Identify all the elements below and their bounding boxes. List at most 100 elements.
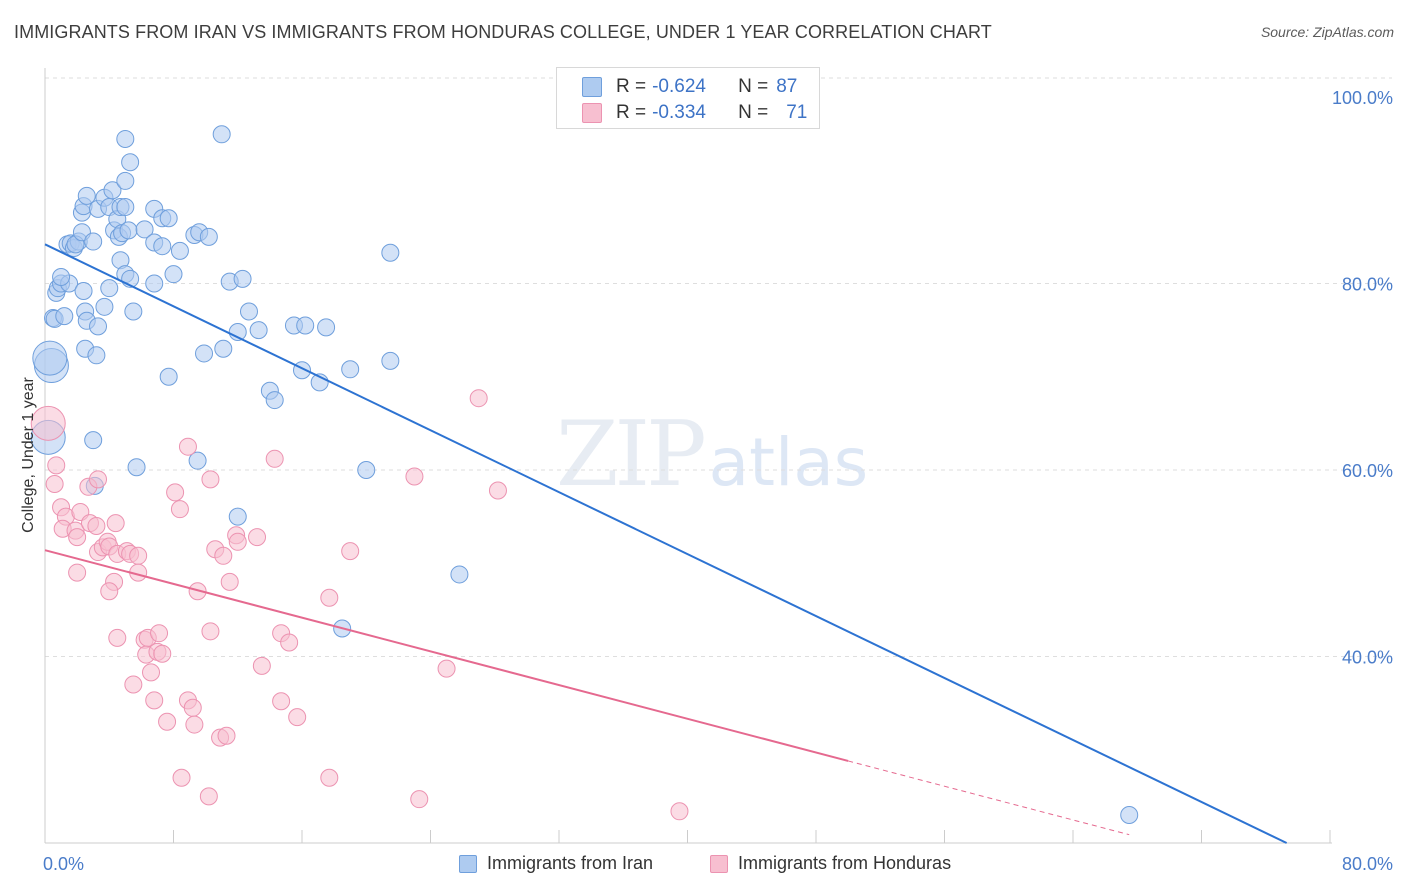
honduras-point: [178, 437, 197, 456]
legend-swatch-iran: [459, 854, 477, 873]
y-tick-label: 60.0%: [1342, 461, 1393, 481]
iran-point: [159, 367, 178, 386]
tick-labels: 40.0% 60.0% 80.0% 100.0% 0.0% 80.0%: [43, 88, 1393, 874]
honduras-point: [124, 675, 143, 694]
honduras-point: [201, 470, 220, 489]
honduras-point: [172, 768, 191, 787]
honduras-point: [100, 582, 119, 601]
iran-point: [124, 302, 143, 321]
honduras-point: [89, 470, 108, 489]
iran-point: [450, 565, 469, 584]
honduras-point: [272, 692, 291, 711]
honduras-point: [217, 726, 236, 745]
watermark-zip: ZIP: [556, 402, 707, 507]
honduras-point: [145, 691, 164, 710]
iran-point: [317, 318, 336, 337]
iran-point: [95, 297, 114, 316]
iran-point: [116, 129, 135, 148]
honduras-point: [405, 467, 424, 486]
honduras-point: [142, 663, 161, 682]
honduras-point: [488, 481, 507, 500]
honduras-point: [150, 624, 169, 643]
honduras-point: [220, 572, 239, 591]
iran-point: [84, 431, 103, 450]
honduras-point: [30, 405, 66, 441]
stats-row-iran: R = -0.624 N = 87: [582, 75, 797, 99]
iran-point: [170, 241, 189, 260]
iran-point: [195, 344, 214, 363]
honduras-point: [288, 708, 307, 727]
legend-swatch-honduras: [710, 854, 728, 873]
honduras-point: [228, 532, 247, 551]
iran-point: [265, 391, 284, 410]
y-tick-label: 100.0%: [1332, 88, 1393, 108]
iran-point: [77, 186, 96, 205]
stats-n-label-honduras: N =: [738, 102, 769, 123]
honduras-point: [248, 528, 267, 547]
stats-swatch-honduras: [582, 103, 602, 123]
stats-n-label-iran: N =: [738, 76, 769, 97]
honduras-point: [670, 802, 689, 821]
honduras-point: [185, 715, 204, 734]
chart-title: IMMIGRANTS FROM IRAN VS IMMIGRANTS FROM …: [14, 22, 992, 42]
iran-point: [188, 451, 207, 470]
honduras-point: [108, 628, 127, 647]
honduras-point: [201, 622, 220, 641]
legend-item-honduras[interactable]: Immigrants from Honduras: [710, 853, 951, 874]
honduras-point: [87, 516, 106, 535]
honduras-point: [437, 659, 456, 678]
iran-point: [212, 125, 231, 144]
stats-row-honduras: R = -0.334 N = 71: [582, 101, 807, 125]
honduras-trend-line: [44, 549, 849, 762]
iran-point: [74, 281, 93, 300]
watermark-atlas: atlas: [708, 424, 869, 501]
honduras-series: [30, 389, 689, 821]
iran-point: [341, 360, 360, 379]
iran-point: [116, 198, 135, 217]
iran-point: [1120, 806, 1139, 825]
honduras-point: [265, 449, 284, 468]
stats-r-value-honduras: -0.334: [652, 102, 706, 123]
honduras-point: [320, 588, 339, 607]
stats-n-value-iran: 87: [776, 76, 798, 97]
iran-point: [239, 302, 258, 321]
iran-point: [119, 221, 138, 240]
honduras-point: [320, 768, 339, 787]
iran-point: [52, 267, 71, 286]
honduras-point: [214, 546, 233, 565]
iran-point: [145, 274, 164, 293]
iran-point: [228, 507, 247, 526]
honduras-point: [170, 500, 189, 519]
iran-point: [116, 171, 135, 190]
stats-r-label-honduras: R =: [616, 102, 647, 123]
honduras-point: [341, 542, 360, 561]
iran-point: [159, 209, 178, 228]
iran-point: [357, 461, 376, 479]
iran-point: [100, 279, 119, 298]
honduras-point: [410, 790, 429, 809]
honduras-point: [166, 483, 185, 502]
honduras-point: [252, 656, 271, 675]
x-tick-label-min: 0.0%: [43, 854, 84, 874]
honduras-point: [183, 698, 202, 717]
bottom-legend: Immigrants from Iran Immigrants from Hon…: [0, 853, 1406, 877]
honduras-point: [47, 456, 66, 475]
legend-item-iran[interactable]: Immigrants from Iran: [459, 853, 653, 874]
iran-point: [32, 340, 68, 376]
iran-series: [30, 125, 1139, 825]
x-tick-label-max: 80.0%: [1342, 854, 1393, 874]
iran-point: [103, 181, 122, 200]
iran-point: [87, 346, 106, 365]
axes: [44, 68, 1332, 844]
honduras-point: [106, 514, 125, 533]
honduras-point: [158, 712, 177, 731]
stats-swatch-iran: [582, 77, 602, 97]
iran-trend-line: [44, 243, 1288, 844]
iran-point: [153, 237, 172, 256]
honduras-trend-extension: [847, 760, 1130, 836]
zipatlas-watermark: ZIPatlas: [556, 402, 868, 507]
honduras-point: [129, 546, 148, 565]
y-tick-label: 80.0%: [1342, 275, 1393, 295]
iran-point: [89, 317, 108, 336]
